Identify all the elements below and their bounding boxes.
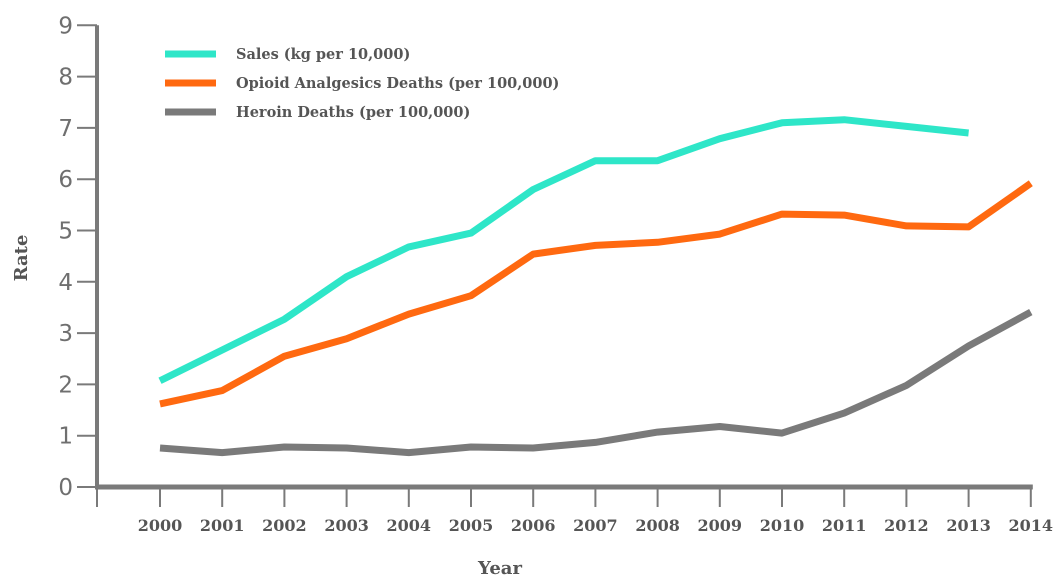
x-tick-label: 2003 [324,516,369,535]
legend: Sales (kg per 10,000) Opioid Analgesics D… [165,46,559,121]
x-tick-label: 2000 [138,516,183,535]
y-tick-label: 1 [58,424,73,450]
legend-label-1: Sales (kg per 10,000) [236,46,410,63]
legend-label-3: Heroin Deaths (per 100,000) [236,104,470,121]
x-tick-label: 2001 [200,516,245,535]
x-tick-label: 2011 [822,516,867,535]
y-tick-label: 4 [58,270,73,296]
y-tick-label: 9 [58,13,73,39]
y-tick-label: 2 [58,372,73,398]
y-axis-title: Rate [11,235,32,282]
y-tick-label: 8 [58,65,73,91]
axes: 0 1 2 3 4 5 6 7 8 9 2000 2001 2002 2003 2004 2005 2006 20… [58,13,1053,535]
x-tick-label: 2002 [262,516,307,535]
x-tick-label: 2014 [1009,516,1054,535]
x-tick-label: 2010 [760,516,805,535]
y-tick-label: 6 [58,167,73,193]
x-tick-label: 2004 [387,516,432,535]
x-tick-label: 2013 [946,516,991,535]
x-tick-label: 2006 [511,516,556,535]
x-tick-label: 2005 [449,516,494,535]
series-line-1 [158,116,969,384]
series-line-3 [159,309,1033,457]
y-tick-label: 5 [58,219,73,245]
legend-label-2: Opioid Analgesics Deaths (per 100,000) [236,75,559,92]
series-lines [158,116,1033,457]
y-tick-label: 3 [58,321,73,347]
x-tick-label: 2012 [884,516,929,535]
y-tick-label: 7 [58,116,73,142]
x-axis-title: Year [477,558,522,575]
x-tick-label: 2009 [698,516,743,535]
x-tick-label: 2008 [635,516,680,535]
series-line-2 [159,180,1033,408]
y-tick-label: 0 [58,475,73,501]
x-tick-label: 2007 [573,516,618,535]
